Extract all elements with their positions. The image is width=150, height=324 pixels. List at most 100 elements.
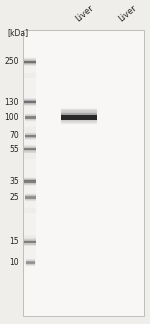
FancyBboxPatch shape (24, 148, 36, 149)
FancyBboxPatch shape (25, 135, 36, 137)
FancyBboxPatch shape (24, 240, 36, 241)
FancyBboxPatch shape (24, 147, 36, 149)
FancyBboxPatch shape (25, 120, 36, 121)
FancyBboxPatch shape (25, 116, 36, 119)
FancyBboxPatch shape (24, 147, 36, 148)
FancyBboxPatch shape (25, 116, 36, 118)
FancyBboxPatch shape (25, 134, 36, 135)
FancyBboxPatch shape (24, 99, 36, 100)
FancyBboxPatch shape (25, 195, 36, 196)
FancyBboxPatch shape (24, 150, 36, 151)
FancyBboxPatch shape (25, 200, 36, 201)
FancyBboxPatch shape (24, 243, 36, 245)
FancyBboxPatch shape (24, 239, 36, 240)
FancyBboxPatch shape (61, 119, 97, 122)
Text: 55: 55 (9, 145, 19, 154)
FancyBboxPatch shape (26, 261, 35, 262)
FancyBboxPatch shape (24, 243, 36, 244)
FancyBboxPatch shape (26, 263, 35, 265)
FancyBboxPatch shape (25, 119, 36, 120)
FancyBboxPatch shape (24, 149, 36, 150)
FancyBboxPatch shape (24, 151, 36, 153)
FancyBboxPatch shape (61, 117, 97, 120)
FancyBboxPatch shape (61, 112, 97, 115)
FancyBboxPatch shape (26, 260, 35, 261)
FancyBboxPatch shape (24, 64, 36, 65)
FancyBboxPatch shape (23, 29, 144, 317)
FancyBboxPatch shape (24, 145, 36, 147)
FancyBboxPatch shape (25, 195, 36, 197)
FancyBboxPatch shape (25, 133, 36, 134)
FancyBboxPatch shape (25, 119, 36, 120)
FancyBboxPatch shape (24, 146, 36, 147)
FancyBboxPatch shape (61, 115, 97, 120)
FancyBboxPatch shape (26, 260, 35, 261)
FancyBboxPatch shape (24, 60, 36, 62)
FancyBboxPatch shape (61, 120, 97, 123)
FancyBboxPatch shape (24, 149, 36, 150)
FancyBboxPatch shape (24, 63, 36, 64)
FancyBboxPatch shape (25, 199, 36, 201)
FancyBboxPatch shape (24, 179, 36, 181)
FancyBboxPatch shape (24, 179, 36, 180)
FancyBboxPatch shape (26, 261, 35, 264)
FancyBboxPatch shape (25, 196, 36, 199)
FancyBboxPatch shape (25, 136, 36, 137)
FancyBboxPatch shape (25, 198, 36, 199)
FancyBboxPatch shape (24, 180, 36, 181)
FancyBboxPatch shape (25, 135, 36, 136)
FancyBboxPatch shape (24, 183, 36, 184)
FancyBboxPatch shape (24, 151, 36, 152)
FancyBboxPatch shape (25, 114, 36, 115)
FancyBboxPatch shape (25, 116, 36, 117)
FancyBboxPatch shape (24, 63, 36, 64)
FancyBboxPatch shape (24, 178, 36, 179)
FancyBboxPatch shape (61, 118, 97, 120)
FancyBboxPatch shape (26, 262, 35, 263)
FancyBboxPatch shape (25, 117, 36, 118)
FancyBboxPatch shape (25, 136, 36, 138)
FancyBboxPatch shape (24, 101, 36, 102)
FancyBboxPatch shape (61, 118, 97, 121)
FancyBboxPatch shape (24, 60, 36, 61)
FancyBboxPatch shape (61, 113, 97, 115)
FancyBboxPatch shape (24, 104, 36, 105)
FancyBboxPatch shape (61, 113, 97, 116)
FancyBboxPatch shape (26, 264, 35, 266)
FancyBboxPatch shape (25, 197, 36, 198)
FancyBboxPatch shape (61, 116, 97, 119)
FancyBboxPatch shape (24, 238, 36, 239)
FancyBboxPatch shape (24, 240, 36, 243)
FancyBboxPatch shape (26, 263, 35, 264)
FancyBboxPatch shape (24, 102, 36, 103)
FancyBboxPatch shape (61, 114, 97, 117)
FancyBboxPatch shape (24, 61, 36, 63)
FancyBboxPatch shape (24, 58, 36, 59)
FancyBboxPatch shape (24, 105, 36, 106)
Text: 130: 130 (4, 98, 19, 107)
FancyBboxPatch shape (25, 196, 36, 197)
FancyBboxPatch shape (25, 134, 36, 135)
FancyBboxPatch shape (25, 118, 36, 119)
FancyBboxPatch shape (24, 181, 36, 183)
FancyBboxPatch shape (25, 137, 36, 139)
FancyBboxPatch shape (26, 264, 35, 265)
Text: 15: 15 (9, 237, 19, 246)
FancyBboxPatch shape (24, 184, 36, 185)
Text: 25: 25 (9, 193, 19, 202)
FancyBboxPatch shape (24, 241, 36, 242)
FancyBboxPatch shape (24, 62, 36, 63)
FancyBboxPatch shape (24, 244, 36, 246)
Text: 70: 70 (9, 132, 19, 141)
FancyBboxPatch shape (25, 198, 36, 199)
FancyBboxPatch shape (61, 111, 97, 114)
FancyBboxPatch shape (24, 182, 36, 183)
FancyBboxPatch shape (24, 104, 36, 105)
FancyBboxPatch shape (26, 259, 35, 260)
FancyBboxPatch shape (26, 261, 35, 262)
FancyBboxPatch shape (24, 184, 36, 185)
Text: Liver: Liver (74, 3, 95, 23)
FancyBboxPatch shape (25, 197, 36, 198)
FancyBboxPatch shape (24, 61, 36, 63)
FancyBboxPatch shape (24, 244, 36, 245)
